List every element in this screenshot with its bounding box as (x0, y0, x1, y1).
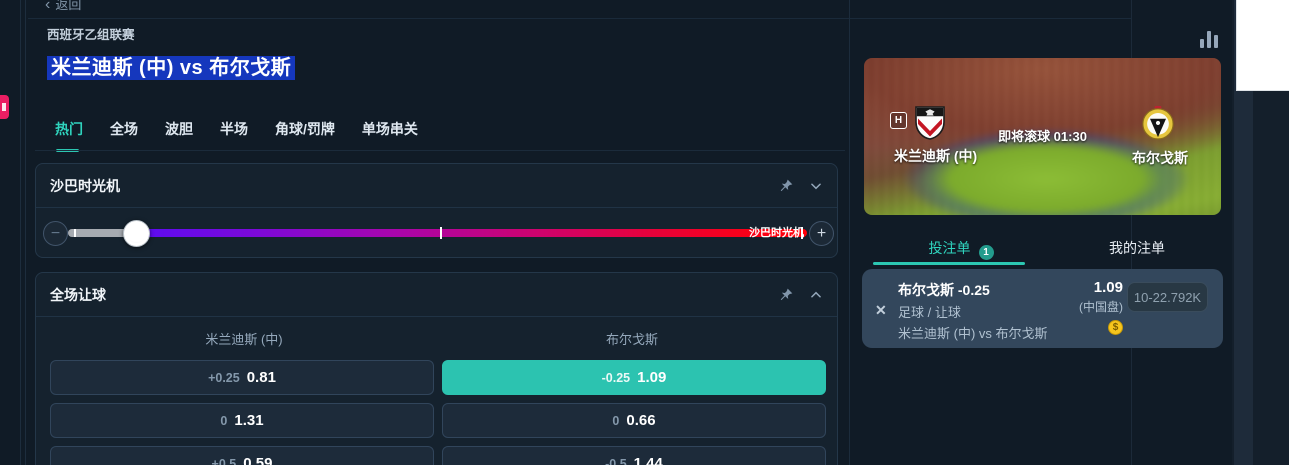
betslip-tab-underline (873, 262, 1025, 265)
header-divider (28, 18, 1131, 19)
chevron-up-icon[interactable] (809, 288, 823, 302)
slider-track-past[interactable] (68, 229, 136, 237)
pin-icon[interactable] (778, 287, 794, 303)
odds-value: 0.81 (246, 369, 276, 386)
handicap-row-3: +0.5 0.59 -0.5 1.44 (50, 446, 826, 465)
main-panel-divider (849, 0, 850, 465)
back-chevron-icon (45, 0, 55, 12)
handicap-header: 全场让球 (36, 273, 837, 317)
betslip-tab-label: 投注单 (928, 240, 971, 256)
home-team-name: 米兰迪斯 (中) (894, 148, 978, 164)
slider-handle[interactable] (123, 220, 150, 247)
tab-correct-score[interactable]: 波胆 (165, 121, 193, 137)
odds-value: 0.66 (626, 412, 656, 429)
handicap-value: +0.5 (211, 456, 237, 465)
top-right-white-panel (1236, 0, 1289, 91)
slider-track-gradient[interactable] (136, 229, 807, 237)
remove-bet-icon[interactable] (875, 302, 887, 319)
handicap-value: 0 (220, 413, 228, 428)
home-team-crest-icon (915, 106, 945, 140)
bet-odds-type: (中国盘) (1079, 300, 1123, 314)
odds-button-away-minus05[interactable]: -0.5 1.44 (442, 446, 826, 465)
match-title: 米兰迪斯 (中) vs 布尔戈斯 (47, 51, 296, 80)
bet-card: 布尔戈斯 -0.25 足球 / 让球 米兰迪斯 (中) vs 布尔戈斯 1.09… (862, 269, 1223, 348)
away-team-crest-icon (1142, 105, 1174, 140)
handicap-column-headers: 米兰迪斯 (中) 布尔戈斯 (50, 329, 826, 348)
chevron-down-icon[interactable] (809, 179, 823, 193)
my-bets-tab-label: 我的注单 (1109, 240, 1165, 256)
handicap-value: -0.5 (605, 456, 627, 465)
away-team-name: 布尔戈斯 (1132, 150, 1188, 166)
match-preview-card[interactable]: H 即将滚球 01:30 米兰迪斯 (中) 布尔戈斯 (864, 58, 1221, 215)
bar-chart-icon[interactable] (1197, 27, 1221, 51)
betslip-tabs: 投注单 1 我的注单 (873, 236, 1225, 270)
handicap-row-2: 0 1.31 0 0.66 (50, 403, 826, 438)
home-column-header: 米兰迪斯 (中) (205, 332, 283, 347)
bet-market: 足球 / 让球 (898, 305, 961, 320)
market-tabs: 热门 全场 波胆 半场 角球/罚牌 单场串关 (55, 119, 418, 152)
tab-betslip[interactable]: 投注单 1 (873, 236, 1049, 270)
odds-button-home-plus05[interactable]: +0.5 0.59 (50, 446, 434, 465)
slider-tick-start (74, 229, 76, 237)
time-machine-slider: 沙巴时光机 (36, 208, 837, 258)
match-status: 即将滚球 01:30 (998, 129, 1087, 144)
slider-tick-middle (440, 227, 442, 239)
tab-hot[interactable]: 热门 (55, 119, 83, 152)
handicap-value: -0.25 (601, 370, 631, 385)
slider-label: 沙巴时光机 (749, 227, 804, 239)
league-name: 西班牙乙组联赛 (47, 28, 135, 42)
bet-odds: 1.09 (1093, 279, 1123, 296)
tab-half-time[interactable]: 半场 (220, 121, 248, 137)
odds-button-away-0[interactable]: 0 0.66 (442, 403, 826, 438)
odds-value: 1.31 (234, 412, 264, 429)
odds-value: 0.59 (243, 455, 273, 465)
betslip-count-badge: 1 (978, 245, 994, 260)
coin-icon (1108, 320, 1123, 335)
left-divider-line-2 (25, 0, 26, 465)
bet-match: 米兰迪斯 (中) vs 布尔戈斯 (898, 326, 1048, 341)
odds-button-away-minus025-selected[interactable]: -0.25 1.09 (442, 360, 826, 395)
tabs-bottom-border (35, 150, 845, 151)
tab-single-parlay[interactable]: 单场串关 (361, 121, 418, 137)
odds-value: 1.44 (633, 455, 663, 465)
bet-selection: 布尔戈斯 -0.25 (898, 282, 990, 298)
side-promo-tab[interactable] (0, 95, 9, 119)
odds-button-home-plus025[interactable]: +0.25 0.81 (50, 360, 434, 395)
slider-plus-button[interactable] (809, 221, 834, 246)
side-promo-glyph (2, 103, 6, 111)
odds-button-home-0[interactable]: 0 1.31 (50, 403, 434, 438)
panel-right-border (1131, 0, 1132, 465)
time-machine-card: 沙巴时光机 沙巴时光机 (35, 163, 838, 258)
pin-icon[interactable] (778, 178, 794, 194)
handicap-value: 0 (612, 413, 620, 428)
back-button[interactable]: 返回 (45, 0, 81, 14)
slider-tick-end (801, 227, 803, 239)
odds-value: 1.09 (637, 369, 667, 386)
handicap-value: +0.25 (208, 370, 240, 385)
home-badge: H (890, 112, 907, 129)
time-machine-header: 沙巴时光机 (36, 164, 837, 208)
match-title-text: 米兰迪斯 (中) vs 布尔戈斯 (47, 56, 296, 80)
time-machine-title: 沙巴时光机 (50, 177, 120, 194)
handicap-title: 全场让球 (50, 286, 106, 303)
handicap-card: 全场让球 米兰迪斯 (中) 布尔戈斯 +0.25 0.81 -0.25 1.09… (35, 272, 838, 465)
handicap-row-1: +0.25 0.81 -0.25 1.09 (50, 360, 826, 395)
left-divider-line (20, 0, 21, 465)
away-column-header: 布尔戈斯 (605, 332, 658, 347)
right-scroll-strip[interactable] (1234, 0, 1253, 465)
tab-full-time[interactable]: 全场 (110, 121, 138, 137)
tab-corners-cards[interactable]: 角球/罚牌 (275, 121, 335, 137)
tab-my-bets[interactable]: 我的注单 (1049, 236, 1225, 270)
back-label: 返回 (55, 0, 82, 12)
stake-input[interactable] (1127, 282, 1208, 312)
slider-minus-button[interactable] (43, 221, 68, 246)
